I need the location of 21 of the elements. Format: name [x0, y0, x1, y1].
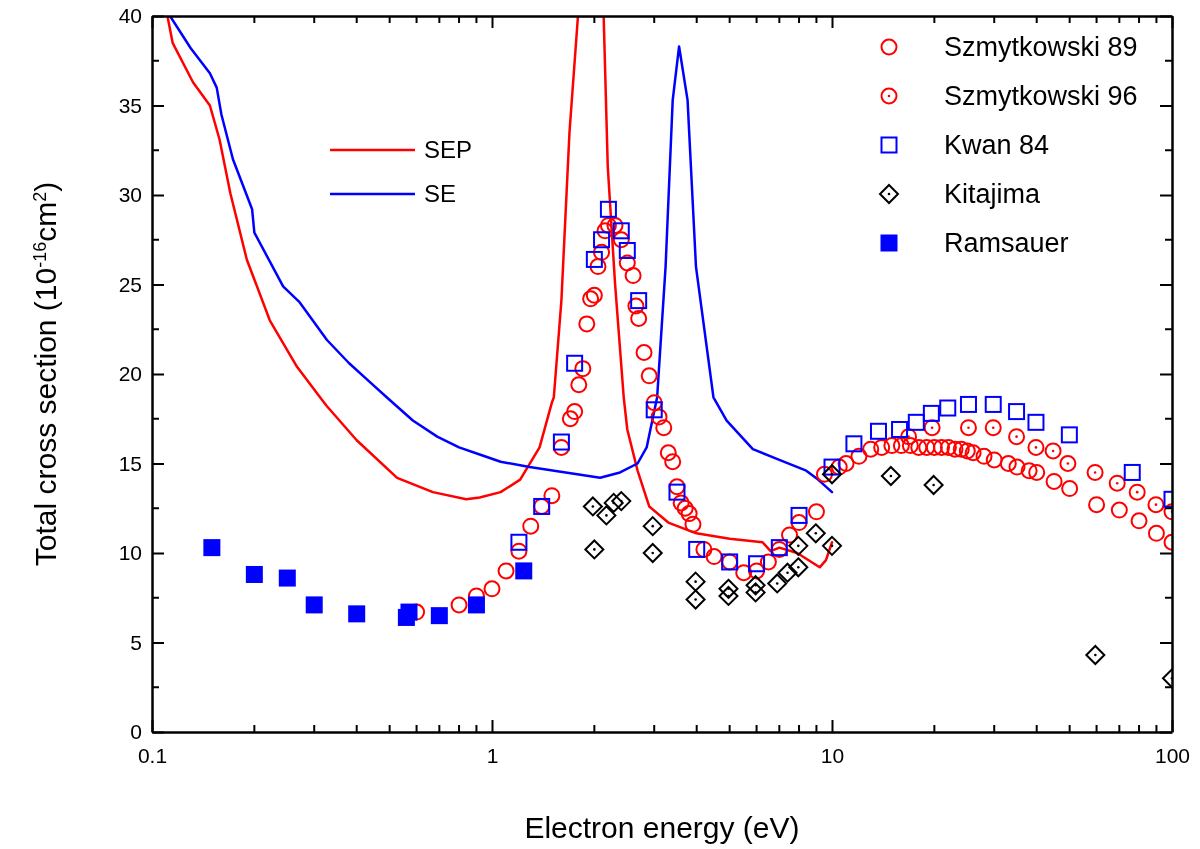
y-tick-label: 10	[118, 541, 142, 565]
x-axis-title: Electron energy (eV)	[524, 811, 800, 844]
x-tick-label: 0.1	[137, 743, 168, 767]
y-tick-label: 20	[118, 362, 142, 386]
legend-label: Kwan 84	[944, 130, 1050, 160]
legend-label: Kitajima	[944, 179, 1042, 209]
y-tick-label: 40	[118, 4, 142, 28]
legend-label: SE	[424, 180, 457, 207]
y-tick-label: 35	[118, 93, 142, 117]
x-tick-label: 1	[486, 743, 499, 767]
y-tick-label: 15	[118, 451, 142, 475]
y-tick-label: 0	[130, 720, 142, 744]
legend-label: Ramsauer	[944, 228, 1069, 258]
y-tick-label: 25	[118, 272, 142, 296]
legend-label: Szmytkowski 89	[944, 32, 1138, 62]
y-tick-label: 5	[130, 630, 142, 654]
legend-label: SEP	[424, 136, 473, 163]
y-tick-label: 30	[118, 183, 142, 207]
legend-label: Szmytkowski 96	[944, 81, 1138, 111]
x-tick-label: 100	[1154, 743, 1191, 767]
x-tick-label: 10	[820, 743, 845, 767]
